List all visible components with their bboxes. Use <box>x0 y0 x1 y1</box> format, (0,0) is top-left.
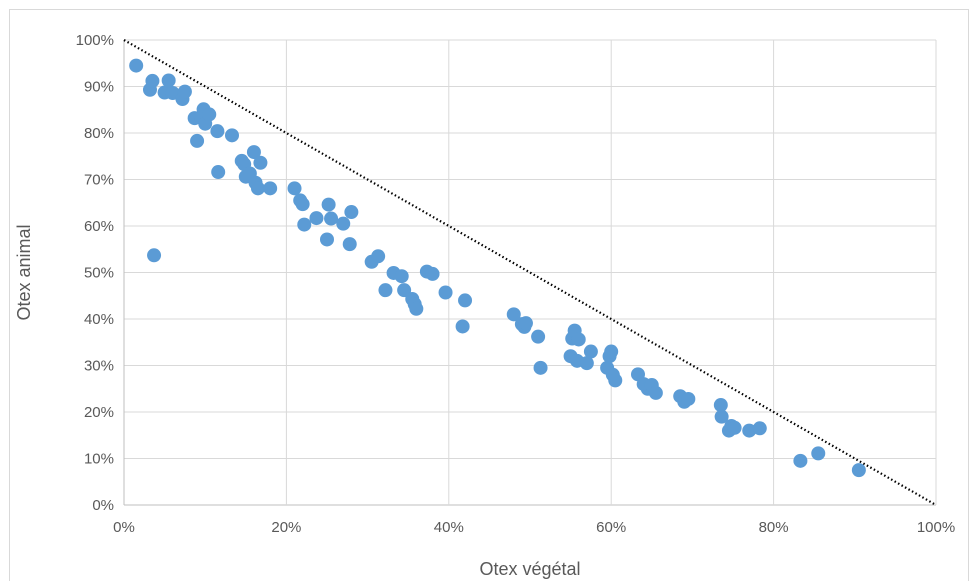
data-point <box>263 181 278 196</box>
data-point <box>342 237 357 252</box>
scatter-chart: 0% 10% 20% 30% 40% 50% 60% 70% 80% 90% 100% 0% 20% 40… <box>14 32 956 579</box>
data-points <box>129 58 866 478</box>
data-point <box>851 463 866 478</box>
data-point <box>531 329 546 344</box>
data-point <box>246 145 261 160</box>
y-tick-label: 30% <box>84 358 114 375</box>
y-tick-label: 60% <box>84 218 114 235</box>
data-point <box>378 283 393 298</box>
x-tick-label: 80% <box>759 519 789 536</box>
data-point <box>147 248 162 263</box>
data-point <box>648 385 663 400</box>
data-point <box>506 307 521 322</box>
data-point <box>309 211 324 226</box>
data-point <box>224 128 239 143</box>
y-tick-label: 90% <box>84 79 114 96</box>
y-tick-label: 50% <box>84 265 114 282</box>
data-point <box>210 124 225 139</box>
data-point <box>250 181 265 196</box>
data-point <box>211 165 226 180</box>
data-point <box>397 283 412 298</box>
data-point <box>752 421 767 436</box>
data-point <box>344 205 359 220</box>
x-tick-label: 0% <box>113 519 135 536</box>
data-point <box>727 420 742 435</box>
data-point <box>394 269 409 284</box>
x-axis-title: Otex végétal <box>479 559 580 579</box>
x-tick-label: 40% <box>434 519 464 536</box>
data-point <box>425 266 440 281</box>
data-point <box>518 316 533 331</box>
y-tick-label: 20% <box>84 404 114 421</box>
data-point <box>371 249 386 264</box>
data-point <box>713 398 728 413</box>
chart-frame: 0% 10% 20% 30% 40% 50% 60% 70% 80% 90% 100% 0% 20% 40… <box>9 9 969 581</box>
y-tick-label: 10% <box>84 451 114 468</box>
data-point <box>145 73 160 88</box>
data-point <box>681 391 696 406</box>
data-point <box>604 344 619 359</box>
x-tick-label: 20% <box>271 519 301 536</box>
data-point <box>811 446 826 461</box>
x-tick-label: 60% <box>596 519 626 536</box>
data-point <box>455 319 470 334</box>
data-point <box>320 232 334 247</box>
y-axis-title: Otex animal <box>14 224 34 320</box>
data-point <box>742 423 757 438</box>
y-tick-label: 100% <box>76 32 114 49</box>
y-tick-label: 40% <box>84 311 114 328</box>
data-point <box>295 197 310 212</box>
data-point <box>190 133 205 148</box>
data-point <box>409 301 424 316</box>
data-point <box>533 360 548 375</box>
data-point <box>321 197 336 212</box>
data-point <box>177 84 192 99</box>
data-point <box>202 107 217 122</box>
data-point <box>297 217 312 232</box>
data-point <box>579 356 594 371</box>
data-point <box>336 216 351 231</box>
data-point <box>793 453 808 468</box>
data-point <box>714 409 729 424</box>
data-point <box>583 344 598 359</box>
data-point <box>608 373 623 388</box>
data-point <box>129 58 144 73</box>
x-tick-label: 100% <box>917 519 955 536</box>
axis-ticks: 0% 10% 20% 30% 40% 50% 60% 70% 80% 90% 100% 0% 20% 40… <box>76 32 956 536</box>
y-tick-label: 0% <box>92 497 114 514</box>
data-point <box>287 181 302 196</box>
data-point <box>324 211 339 226</box>
data-point <box>161 73 176 88</box>
y-tick-label: 70% <box>84 172 114 189</box>
data-point <box>458 293 473 308</box>
y-tick-label: 80% <box>84 125 114 142</box>
data-point <box>253 155 268 170</box>
data-point <box>438 285 453 300</box>
data-point <box>571 332 586 347</box>
